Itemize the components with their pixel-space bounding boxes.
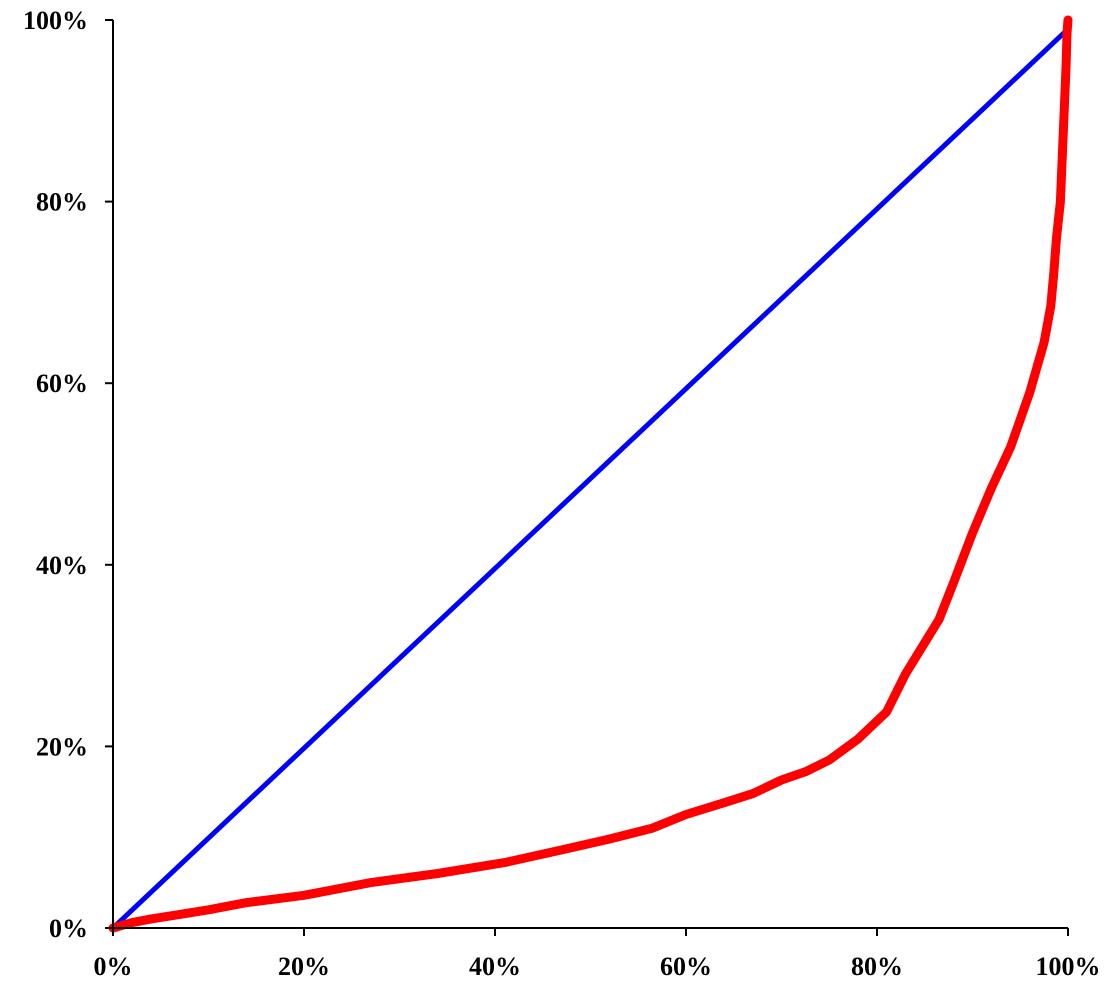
equality-line xyxy=(110,26,1071,931)
axes-layer xyxy=(105,19,1069,936)
tick-label-layer: 0% 20% 40% 60% 80% 100% 0% 20% 40% 60% 80% 100% xyxy=(23,6,1101,981)
y-tick-label: 60% xyxy=(36,369,88,398)
x-tick-label: 60% xyxy=(660,952,712,981)
x-tick-label: 100% xyxy=(1036,952,1101,981)
y-tick-label: 100% xyxy=(23,6,88,35)
x-tick-label: 0% xyxy=(94,952,133,981)
y-tick-label: 80% xyxy=(36,188,88,217)
x-tick-label: 80% xyxy=(851,952,903,981)
y-tick-label: 0% xyxy=(49,914,88,943)
series-layer xyxy=(108,15,1073,933)
lorenz-curve xyxy=(108,15,1073,933)
x-tick-label: 40% xyxy=(469,952,521,981)
y-tick-label: 40% xyxy=(36,551,88,580)
x-tick-label: 20% xyxy=(278,952,330,981)
y-tick-label: 20% xyxy=(36,732,88,761)
